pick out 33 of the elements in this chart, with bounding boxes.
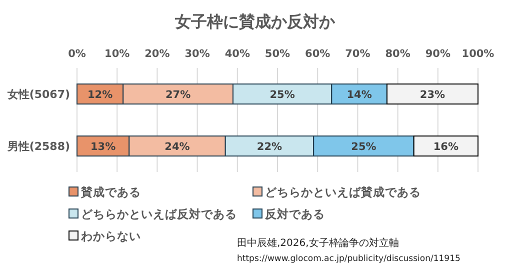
- data-label: 14%: [346, 89, 372, 101]
- x-tick-label: 50%: [264, 48, 291, 60]
- legend-label: わからない: [80, 229, 141, 243]
- data-label: 22%: [256, 141, 283, 153]
- x-tick-label: 90%: [425, 48, 451, 60]
- x-tick-label: 30%: [184, 48, 210, 60]
- data-label: 25%: [351, 141, 377, 153]
- x-tick-label: 20%: [144, 48, 170, 60]
- legend-label: 賛成である: [80, 185, 141, 199]
- data-label: 24%: [164, 141, 190, 153]
- data-label: 27%: [165, 89, 192, 101]
- data-label: 25%: [270, 89, 296, 101]
- data-label: 23%: [420, 89, 446, 101]
- y-tick-label: 男性(2588): [6, 140, 70, 153]
- text: 田中辰雄,2026,女子枠論争の対立軸: [237, 237, 399, 249]
- x-tick-label: 40%: [224, 48, 250, 60]
- legend-label: どちらかといえば賛成である: [265, 185, 421, 199]
- data-label: 13%: [90, 141, 116, 153]
- legend-label: 反対である: [264, 207, 325, 221]
- bar: [413, 136, 478, 156]
- x-tick-label: 0%: [68, 48, 86, 60]
- bar: [386, 84, 478, 104]
- data-label: 16%: [433, 141, 459, 153]
- x-tick-label: 60%: [305, 48, 331, 60]
- title: 女子枠に賛成か反対か: [175, 12, 335, 31]
- legend-label: どちらかといえば反対である: [81, 207, 237, 221]
- x-tick-label: 100%: [462, 48, 495, 60]
- data-label: 12%: [87, 89, 114, 101]
- x-tick-label: 10%: [104, 48, 130, 60]
- x-tick-label: 80%: [385, 48, 411, 60]
- x-tick-label: 70%: [345, 48, 371, 60]
- text: https://www.glocom.ac.jp/publicity/discussion/11915: [237, 254, 460, 264]
- y-tick-label: 女性(5067): [6, 88, 70, 101]
